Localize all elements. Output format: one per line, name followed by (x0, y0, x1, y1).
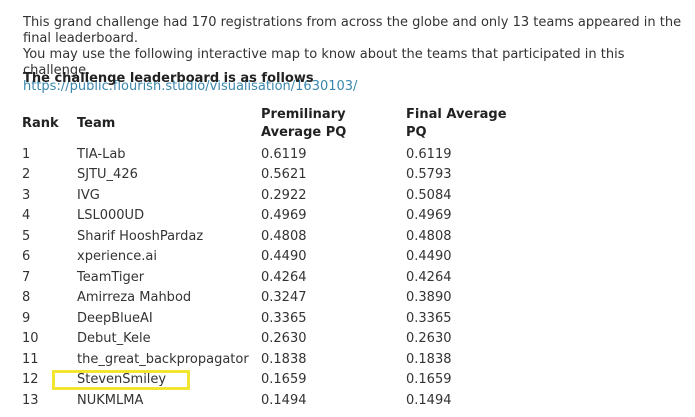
cell-rank: 1 (22, 146, 31, 162)
cell-team: DeepBlueAI (77, 310, 153, 326)
table-row: 6 xperience.ai 0.4490 0.4490 (22, 247, 526, 268)
cell-final-pq: 0.1494 (406, 392, 452, 408)
intro-paragraph: This grand challenge had 170 registratio… (23, 15, 693, 95)
cell-preliminary-pq: 0.1659 (261, 372, 307, 388)
intro-line-1: This grand challenge had 170 registratio… (23, 15, 682, 46)
cell-preliminary-pq: 0.4808 (261, 228, 307, 244)
cell-preliminary-pq: 0.4490 (261, 249, 307, 265)
table-row: 13 NUKMLMA 0.1494 0.1494 (22, 390, 526, 411)
cell-rank: 7 (22, 269, 31, 285)
cell-preliminary-pq: 0.2922 (261, 187, 307, 203)
cell-team: NUKMLMA (77, 392, 144, 408)
cell-preliminary-pq: 0.6119 (261, 146, 307, 162)
intro-line-2: You may use the following interactive ma… (23, 47, 625, 78)
table-row: 3 IVG 0.2922 0.5084 (22, 185, 526, 206)
cell-final-pq: 0.5793 (406, 167, 452, 183)
cell-preliminary-pq: 0.1838 (261, 351, 307, 367)
cell-final-pq: 0.1838 (406, 351, 452, 367)
cell-team: Sharif HooshPardaz (77, 228, 204, 244)
table-row: 1 TIA-Lab 0.6119 0.6119 (22, 144, 526, 165)
cell-team: StevenSmiley (77, 372, 167, 388)
cell-team: IVG (77, 187, 100, 203)
header-rank: Rank (22, 116, 59, 131)
table-row: 11 the_great_backpropagator 0.1838 0.1838 (22, 349, 526, 370)
cell-rank: 10 (22, 331, 39, 347)
cell-final-pq: 0.1659 (406, 372, 452, 388)
table-row: 4 LSL000UD 0.4969 0.4969 (22, 206, 526, 227)
cell-preliminary-pq: 0.3365 (261, 310, 307, 326)
cell-rank: 12 (22, 372, 39, 388)
table-row: 7 TeamTiger 0.4264 0.4264 (22, 267, 526, 288)
cell-preliminary-pq: 0.3247 (261, 290, 307, 306)
cell-final-pq: 0.4969 (406, 208, 452, 224)
cell-team: Debut_Kele (77, 331, 151, 347)
table-row: 9 DeepBlueAI 0.3365 0.3365 (22, 308, 526, 329)
cell-team: TeamTiger (77, 269, 145, 285)
cell-final-pq: 0.4490 (406, 249, 452, 265)
cell-final-pq: 0.4264 (406, 269, 452, 285)
cell-final-pq: 0.5084 (406, 187, 452, 203)
cell-rank: 4 (22, 208, 31, 224)
cell-team: SJTU_426 (77, 167, 138, 183)
cell-team: LSL000UD (77, 208, 145, 224)
cell-rank: 5 (22, 228, 31, 244)
cell-rank: 9 (22, 310, 31, 326)
cell-preliminary-pq: 0.4969 (261, 208, 307, 224)
cell-final-pq: 0.3890 (406, 290, 452, 306)
leaderboard-table: Rank Team Premilinary Average PQ Final A… (22, 104, 526, 411)
header-team: Team (77, 116, 116, 131)
cell-team: xperience.ai (77, 249, 157, 265)
table-row: 10 Debut_Kele 0.2630 0.2630 (22, 329, 526, 350)
cell-rank: 2 (22, 167, 31, 183)
cell-final-pq: 0.4808 (406, 228, 452, 244)
cell-rank: 3 (22, 187, 31, 203)
cell-preliminary-pq: 0.5621 (261, 167, 307, 183)
table-header-row: Rank Team Premilinary Average PQ Final A… (22, 104, 526, 144)
cell-preliminary-pq: 0.2630 (261, 331, 307, 347)
leaderboard-heading: The challenge leaderboard is as follows (23, 71, 314, 86)
flourish-map-link[interactable]: https://public.flourish.studio/visualisa… (23, 79, 358, 94)
header-preliminary-pq: Premilinary Average PQ (261, 107, 347, 140)
cell-team: Amirreza Mahbod (77, 290, 192, 306)
header-final-pq: Final Average PQ (406, 107, 507, 140)
cell-rank: 8 (22, 290, 31, 306)
cell-rank: 6 (22, 249, 31, 265)
table-row: 5 Sharif HooshPardaz 0.4808 0.4808 (22, 226, 526, 247)
cell-final-pq: 0.2630 (406, 331, 452, 347)
table-row: 2 SJTU_426 0.5621 0.5793 (22, 165, 526, 186)
table-row: 12 StevenSmiley 0.1659 0.1659 (22, 370, 526, 391)
table-row: 8 Amirreza Mahbod 0.3247 0.3890 (22, 288, 526, 309)
cell-final-pq: 0.3365 (406, 310, 452, 326)
cell-team: the_great_backpropagator (77, 351, 249, 367)
cell-rank: 11 (22, 351, 39, 367)
cell-preliminary-pq: 0.4264 (261, 269, 307, 285)
cell-team: TIA-Lab (77, 146, 126, 162)
cell-final-pq: 0.6119 (406, 146, 452, 162)
cell-rank: 13 (22, 392, 39, 408)
cell-preliminary-pq: 0.1494 (261, 392, 307, 408)
